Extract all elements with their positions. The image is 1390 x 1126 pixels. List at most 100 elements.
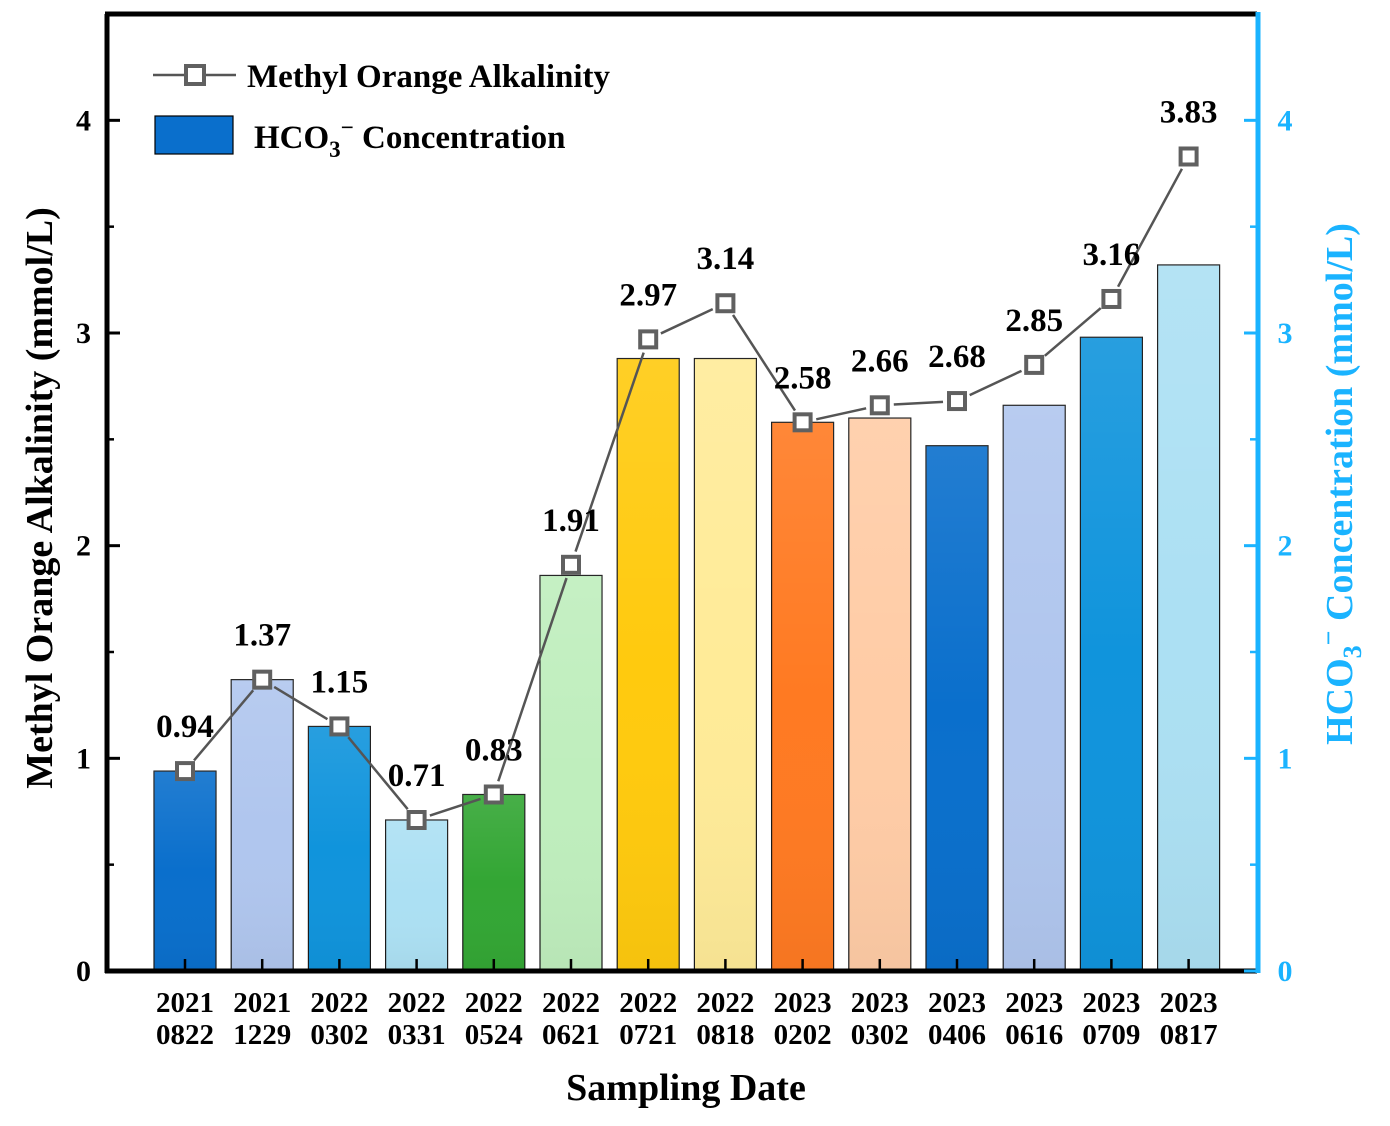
x-tick-label-year: 2022 (542, 987, 600, 1019)
bar-sheen-20230817 (1157, 264, 1220, 971)
left-y-axis-title: Methyl Orange Alkalinity (mmol/L) (19, 207, 61, 789)
bar-sheen-20230302 (848, 418, 911, 972)
right-tick-label: 3 (1278, 317, 1293, 350)
line-segment-8 (731, 314, 797, 412)
data-label-20211229: 1.37 (233, 618, 291, 654)
x-tick-label-year: 2022 (465, 987, 523, 1019)
data-label-20220621: 1.91 (542, 503, 600, 539)
x-tick-label-year: 2023 (928, 987, 986, 1019)
data-labels: 0.94 1.37 1.15 0.71 0.83 1.91 2.97 3.14 2.58 2.66… (156, 94, 1217, 794)
x-tick-label-date: 0302 (851, 1019, 909, 1051)
legend-label-hco3: HCO3− Concentration (254, 115, 566, 162)
x-tick-label-year: 2022 (696, 987, 754, 1019)
x-tick-label-date: 0709 (1082, 1019, 1140, 1051)
x-axis-title: Sampling Date (566, 1067, 806, 1109)
x-tick-label-year: 2021 (233, 987, 291, 1019)
line-segment-6 (574, 352, 645, 552)
legend-label-alkalinity: Methyl Orange Alkalinity (247, 59, 611, 95)
left-tick-label: 1 (76, 742, 91, 775)
data-label-20230406: 2.68 (928, 339, 986, 375)
x-tick-label-year: 2023 (851, 987, 909, 1019)
x-tick-label-year: 2022 (619, 987, 677, 1019)
alkalinity-point-20230616 (1024, 354, 1045, 375)
line-segment-12 (1044, 307, 1102, 357)
alkalinity-point-20211229 (252, 669, 273, 690)
data-label-20210822: 0.94 (156, 709, 214, 745)
legend: Methyl Orange Alkalinity HCO3− Concentra… (153, 59, 611, 162)
bar-sheen-20220331 (385, 820, 448, 971)
x-tick-label-year: 2023 (1082, 987, 1140, 1019)
x-tick-label-year: 2023 (1005, 987, 1063, 1019)
data-label-20220302: 1.15 (311, 664, 369, 700)
bar-sheen-20211229 (231, 679, 294, 971)
right-y-axis-title: HCO3− Concentration (mmol/L) (1314, 223, 1367, 745)
line-segment-11 (969, 369, 1023, 397)
bar-sheen-20220818 (694, 358, 757, 971)
left-tick-label: 4 (76, 104, 91, 137)
data-label-20230302: 2.66 (851, 343, 909, 379)
x-tick-label-date: 0331 (388, 1019, 446, 1051)
line-segment-5 (497, 577, 568, 782)
x-tick-label-date: 0406 (928, 1019, 986, 1051)
data-label-20220331: 0.71 (388, 758, 446, 794)
axes-frame (104, 11, 1261, 974)
data-label-20220721: 2.97 (619, 277, 677, 313)
x-tick-label-date: 0822 (156, 1019, 214, 1051)
x-tick-label-date: 0818 (696, 1019, 754, 1051)
x-tick-label-date: 0621 (542, 1019, 600, 1051)
bar-sheen-20220621 (540, 575, 602, 971)
legend-item-alkalinity: Methyl Orange Alkalinity (153, 59, 611, 95)
data-label-20230616: 2.85 (1005, 303, 1063, 339)
x-tick-label-year: 2021 (156, 987, 214, 1019)
legend-item-hco3: HCO3− Concentration (154, 115, 566, 162)
line-segment-3 (347, 736, 409, 811)
left-tick-label: 3 (76, 317, 91, 350)
alkalinity-point-20230302 (869, 395, 890, 416)
alkalinity-line-layer (175, 146, 1199, 831)
alkalinity-point-20220331 (406, 810, 427, 831)
alkalinity-point-20220302 (329, 716, 350, 737)
bars-layer (153, 264, 1221, 972)
alkalinity-point-20230406 (947, 391, 967, 412)
x-tick-label-date: 0721 (619, 1019, 677, 1051)
alkalinity-point-20230817 (1178, 146, 1199, 167)
x-tick-label-date: 0524 (465, 1019, 523, 1051)
bar-sheen-20230616 (1003, 405, 1066, 972)
x-tick-label-year: 2022 (310, 987, 368, 1019)
right-tick-label: 2 (1278, 530, 1293, 563)
alkalinity-point-20220721 (638, 329, 659, 350)
alkalinity-point-20220818 (715, 293, 736, 314)
right-tick-label: 1 (1278, 742, 1293, 775)
x-tick-label-date: 0202 (774, 1019, 832, 1051)
legend-square-marker-icon (184, 64, 206, 86)
data-label-20220524: 0.83 (465, 732, 523, 768)
x-tick-label-date: 1229 (233, 1019, 291, 1051)
bar-sheen-20220721 (617, 358, 680, 971)
x-tick-label-date: 0616 (1005, 1019, 1063, 1051)
line-segment-2 (273, 685, 329, 721)
x-tick-label-date: 0302 (310, 1019, 368, 1051)
alkalinity-point-20220621 (561, 554, 581, 575)
legend-bar-swatch (154, 115, 234, 155)
x-tick-label-year: 2023 (1160, 987, 1218, 1019)
bar-sheen-20220302 (308, 726, 371, 971)
axis-ticks: 0 01 12 23 34 4202108222021122920220302202203… (76, 104, 1293, 1051)
data-label-20230709: 3.16 (1083, 237, 1141, 273)
alkalinity-point-20220524 (483, 784, 504, 805)
line-segment-9 (816, 407, 867, 421)
line-segment-7 (660, 308, 714, 335)
line-segment-1 (193, 689, 255, 762)
alkalinity-point-20230202 (792, 412, 813, 433)
bar-sheen-20220524 (462, 794, 525, 971)
data-label-20230202: 2.58 (774, 360, 832, 396)
line-segment-13 (1116, 168, 1184, 288)
left-tick-label: 0 (76, 955, 91, 988)
x-tick-label-date: 0817 (1160, 1019, 1218, 1051)
right-tick-label: 0 (1278, 955, 1293, 988)
bar-sheen-20230202 (771, 422, 834, 971)
alkalinity-point-20210822 (175, 761, 195, 782)
line-segment-10 (893, 400, 944, 406)
data-label-20230817: 3.83 (1160, 94, 1218, 130)
bar-sheen-20230406 (926, 445, 988, 971)
